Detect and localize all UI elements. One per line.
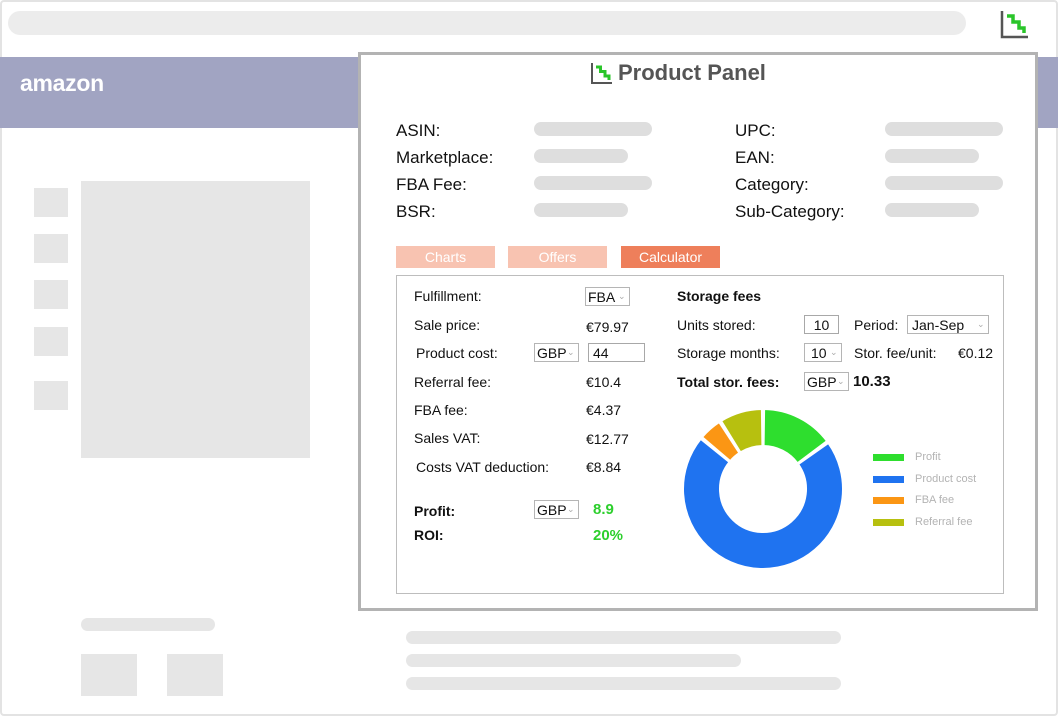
units-stored-label: Units stored: xyxy=(677,317,756,333)
product-cost-currency-select[interactable]: GBP ⌄ xyxy=(534,343,579,362)
marketplace-label: Marketplace: xyxy=(396,148,494,167)
storage-months-value: 10 xyxy=(811,344,827,361)
chevron-down-icon: ⌄ xyxy=(837,376,845,386)
tab-charts[interactable]: Charts xyxy=(396,246,495,268)
sale-price-value: €79.97 xyxy=(586,319,629,335)
category-label: Category: xyxy=(735,175,809,194)
product-panel-logo-icon xyxy=(591,63,612,84)
fba-fee-calc-label: FBA fee: xyxy=(414,402,468,418)
asin-label: ASIN: xyxy=(396,121,441,140)
storage-fee-per-unit-value: €0.12 xyxy=(958,345,994,361)
product-image-placeholder xyxy=(81,181,310,458)
chevron-down-icon: ⌄ xyxy=(618,291,626,301)
chevron-down-icon: ⌄ xyxy=(977,319,985,329)
storage-months-select[interactable]: 10 ⌄ xyxy=(804,343,842,362)
upc-value-placeholder xyxy=(885,122,1003,136)
image-placeholder xyxy=(81,654,137,696)
fulfillment-select[interactable]: FBA ⌄ xyxy=(585,287,630,306)
legend-label-profit: Profit xyxy=(915,451,941,463)
tab-offers[interactable]: Offers xyxy=(508,246,607,268)
total-storage-fees-value: 10.33 xyxy=(853,373,891,390)
legend-item-referral-fee: Referral fee xyxy=(873,516,972,528)
costs-vat-deduction-value: €8.84 xyxy=(586,459,622,475)
sub-category-label: Sub-Category: xyxy=(735,202,845,221)
legend-item-product-cost: Product cost xyxy=(873,473,976,485)
product-cost-label: Product cost: xyxy=(416,345,498,361)
site-logo[interactable]: amazon xyxy=(20,70,104,96)
sales-vat-label: Sales VAT: xyxy=(414,430,481,446)
storage-fee-per-unit-label: Stor. fee/unit: xyxy=(854,345,937,361)
legend-swatch-product-cost xyxy=(873,475,904,483)
thumbnail-placeholder[interactable] xyxy=(34,327,68,356)
units-stored-input[interactable]: 10 xyxy=(804,315,839,334)
donut-slice-profit xyxy=(762,407,829,465)
sale-price-label: Sale price: xyxy=(414,317,481,333)
legend-item-profit: Profit xyxy=(873,451,941,463)
period-select[interactable]: Jan-Sep ⌄ xyxy=(907,315,989,334)
total-storage-fees-label: Total stor. fees: xyxy=(677,374,780,390)
fba-fee-label: FBA Fee: xyxy=(396,175,467,194)
thumbnail-placeholder[interactable] xyxy=(34,280,68,309)
asin-value-placeholder xyxy=(534,122,652,136)
legend-label-referral-fee: Referral fee xyxy=(915,516,973,528)
marketplace-value-placeholder xyxy=(534,149,628,163)
thumbnail-placeholder[interactable] xyxy=(34,381,68,410)
text-placeholder xyxy=(406,677,841,690)
legend-swatch-referral-fee xyxy=(873,518,904,526)
ean-label: EAN: xyxy=(735,148,775,167)
profit-currency-select[interactable]: GBP ⌄ xyxy=(534,500,579,519)
period-label: Period: xyxy=(854,317,899,333)
total-storage-currency-select[interactable]: GBP ⌄ xyxy=(804,372,849,391)
storage-fees-heading: Storage fees xyxy=(677,288,762,304)
total-storage-currency-value: GBP xyxy=(807,373,837,390)
legend-swatch-profit xyxy=(873,453,904,461)
tab-calculator[interactable]: Calculator xyxy=(621,246,720,268)
panel-title: Product Panel xyxy=(618,60,766,85)
roi-value: 20% xyxy=(593,527,624,544)
ean-value-placeholder xyxy=(885,149,979,163)
donut-slice-fba-fee xyxy=(700,420,741,463)
cost-breakdown-donut-chart xyxy=(682,407,844,570)
referral-fee-value: €10.4 xyxy=(586,374,622,390)
donut-slice-referral-fee xyxy=(719,407,764,454)
roi-label: ROI: xyxy=(414,527,444,543)
fulfillment-label: Fulfillment: xyxy=(414,288,482,304)
thumbnail-placeholder[interactable] xyxy=(34,188,68,217)
thumbnail-placeholder[interactable] xyxy=(34,234,68,263)
costs-vat-deduction-label: Costs VAT deduction: xyxy=(416,459,550,475)
category-value-placeholder xyxy=(885,176,1003,190)
text-placeholder xyxy=(406,654,741,667)
period-select-value: Jan-Sep xyxy=(912,316,965,333)
legend-label-product-cost: Product cost xyxy=(915,473,977,485)
chevron-down-icon: ⌄ xyxy=(567,504,575,514)
bsr-value-placeholder xyxy=(534,203,628,217)
referral-fee-label: Referral fee: xyxy=(414,374,492,390)
upc-label: UPC: xyxy=(735,121,776,140)
product-cost-currency-value: GBP xyxy=(537,344,567,361)
calculator-box xyxy=(396,275,1004,594)
storage-months-label: Storage months: xyxy=(677,345,780,361)
sales-vat-value: €12.77 xyxy=(586,431,629,447)
text-placeholder xyxy=(81,618,215,631)
fulfillment-select-value: FBA xyxy=(588,288,616,305)
profit-label: Profit: xyxy=(414,503,456,519)
address-bar[interactable] xyxy=(8,11,966,35)
product-panel-extension-icon[interactable] xyxy=(999,8,1031,40)
product-cost-input[interactable]: 44 xyxy=(588,343,645,362)
fba-fee-value-placeholder xyxy=(534,176,652,190)
profit-value: 8.9 xyxy=(593,501,614,518)
donut-slice-product-cost xyxy=(682,437,844,570)
chevron-down-icon: ⌄ xyxy=(830,347,838,357)
sub-category-value-placeholder xyxy=(885,203,979,217)
text-placeholder xyxy=(406,631,841,644)
legend-item-fba-fee: FBA fee xyxy=(873,494,954,506)
legend-label-fba-fee: FBA fee xyxy=(915,494,955,506)
panel-header: Product Panel xyxy=(590,58,766,88)
legend-swatch-fba-fee xyxy=(873,496,904,504)
fba-fee-calc-value: €4.37 xyxy=(586,402,622,418)
profit-currency-value: GBP xyxy=(537,501,567,518)
bsr-label: BSR: xyxy=(396,202,436,221)
chevron-down-icon: ⌄ xyxy=(567,347,575,357)
image-placeholder xyxy=(167,654,223,696)
